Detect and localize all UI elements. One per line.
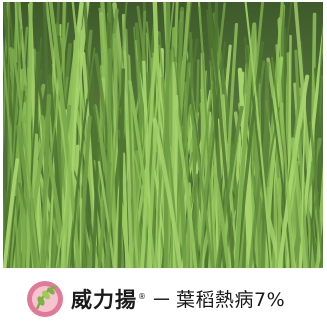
grass-blade: [121, 13, 133, 268]
grass-blade: [315, 162, 323, 268]
grass-blade: [215, 105, 244, 268]
grass-blade: [121, 152, 129, 268]
grass-blade: [3, 158, 20, 268]
grass-blade: [189, 109, 214, 268]
grass-blade: [207, 2, 235, 268]
grass-blade: [3, 37, 20, 268]
rice-seedlings-illustration: [3, 2, 323, 268]
grass-blade: [270, 97, 293, 268]
grass-blade: [211, 165, 231, 268]
grass-blade: [11, 48, 40, 268]
grass-blade: [7, 195, 17, 268]
grass-blade: [133, 26, 149, 268]
grass-blade: [146, 126, 158, 268]
grass-blade: [198, 2, 226, 268]
registered-mark: ®: [138, 291, 147, 301]
grass-blade: [244, 2, 273, 268]
grass-blade: [163, 2, 171, 268]
grass-blade: [9, 26, 29, 268]
grass-blade: [48, 2, 81, 268]
grass-blade: [55, 163, 76, 268]
grass-blade: [290, 137, 308, 268]
grass-blade: [140, 30, 159, 268]
grass-blade: [275, 44, 294, 268]
grass-blade: [69, 98, 89, 268]
grass-blade: [92, 141, 100, 268]
grass-blade: [315, 185, 323, 268]
grass-blade: [38, 22, 69, 268]
rice-field-photo: [3, 2, 323, 268]
grass-blade: [130, 63, 155, 268]
grass-blade: [309, 120, 323, 268]
grass-blade: [117, 68, 126, 268]
caption-separator: －: [151, 287, 172, 312]
rice-grain-logo-icon: [27, 280, 63, 317]
grass-blade: [154, 69, 162, 268]
grass-blade: [97, 160, 116, 268]
caption-bar: 威力揚® － 葉稻熱病7%: [3, 270, 323, 327]
grass-blade: [260, 61, 270, 268]
grass-blade: [309, 21, 323, 268]
grass-blade: [106, 2, 128, 268]
grass-blade: [237, 67, 252, 268]
grass-blade: [128, 80, 157, 268]
grass-blade: [188, 31, 199, 268]
disease-result-text: 葉稻熱病7%: [176, 289, 286, 311]
grass-blade: [63, 31, 79, 268]
grass-blade: [15, 124, 38, 268]
grass-blade: [174, 109, 198, 268]
grass-blade: [25, 2, 33, 268]
brand-name: 威力揚®: [71, 287, 147, 312]
grass-blade: [276, 102, 284, 268]
grass-blade: [277, 74, 310, 268]
grass-blade: [40, 93, 52, 268]
grass-blade: [152, 117, 183, 268]
grass-blade: [198, 6, 215, 268]
